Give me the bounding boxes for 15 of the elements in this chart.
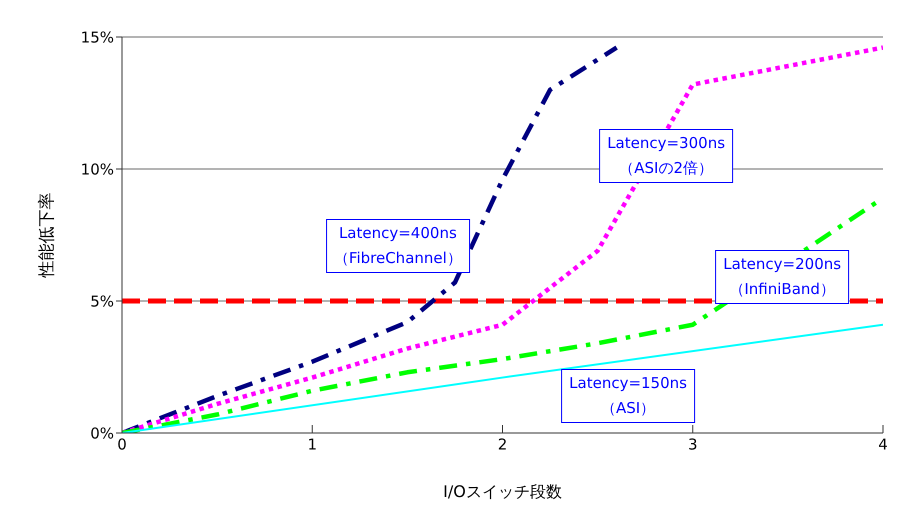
x-tick-label: 3	[688, 436, 698, 454]
x-tick-label: 0	[117, 436, 127, 454]
y-tick-label: 10%	[80, 160, 114, 178]
y-tick-label: 0%	[90, 424, 114, 442]
series-label: Latency=200ns （InfiniBand）	[723, 254, 842, 300]
series-label: Latency=300ns （ASIの2倍）	[607, 132, 726, 179]
x-tick-label: 2	[498, 436, 508, 454]
y-tick-label: 5%	[90, 292, 114, 310]
x-tick-label: 1	[307, 436, 318, 454]
y-axis-title: 性能低下率	[37, 192, 58, 278]
series-label: Latency=400ns （FibreChannel）	[334, 222, 462, 269]
x-tick-label: 4	[878, 436, 888, 454]
y-tick-label: 15%	[80, 28, 114, 46]
x-axis-title: I/Oスイッチ段数	[443, 482, 562, 501]
series-label: Latency=150ns （ASI）	[569, 373, 687, 420]
